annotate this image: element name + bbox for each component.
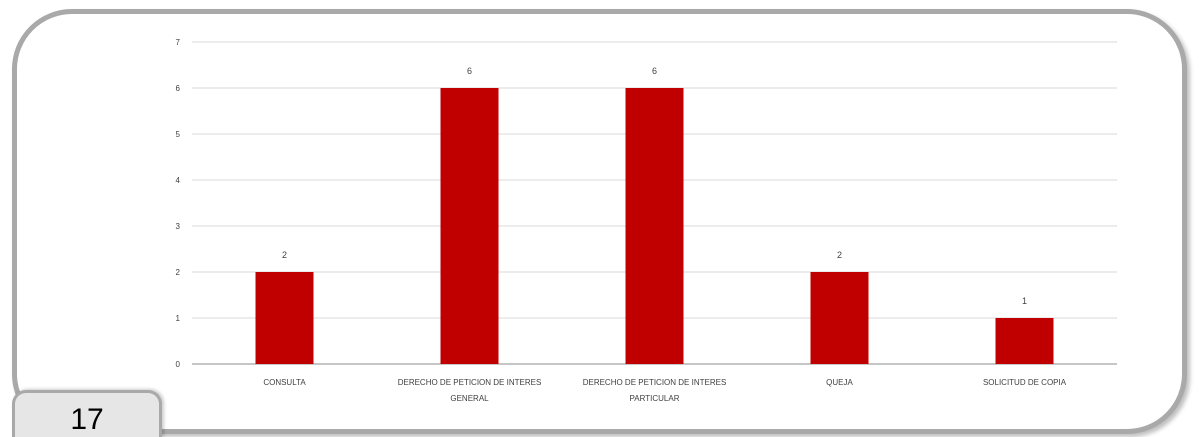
category-label-line: GENERAL	[450, 394, 489, 403]
data-label: 6	[652, 66, 657, 76]
slide-frame	[12, 9, 1187, 434]
y-axis-tick-labels: 0 1 2 3 4 5 6 7	[176, 38, 181, 369]
data-labels: 2 6 6 2 1	[282, 66, 1027, 306]
category-label-line: QUEJA	[826, 378, 853, 387]
category-label-line: SOLICITUD DE COPIA	[983, 378, 1067, 387]
page-number: 17	[70, 403, 104, 436]
y-tick-label: 1	[176, 314, 181, 323]
category-label-line: DERECHO DE PETICION DE INTERES	[398, 378, 542, 387]
category-label: CONSULTA	[263, 378, 306, 387]
bars	[255, 88, 1054, 364]
y-tick-label: 2	[176, 268, 181, 277]
bar	[625, 88, 684, 364]
data-label: 2	[282, 250, 287, 260]
category-label-line: PARTICULAR	[630, 394, 680, 403]
x-axis-category-labels: CONSULTA DERECHO DE PETICION DE INTERES GE…	[263, 378, 1066, 403]
category-label: DERECHO DE PETICION DE INTERES PARTICULAR	[583, 378, 727, 403]
bar	[810, 272, 869, 364]
y-tick-label: 4	[176, 176, 181, 185]
y-tick-label: 3	[176, 222, 181, 231]
data-label: 2	[837, 250, 842, 260]
data-label: 1	[1022, 296, 1027, 306]
category-label-line: DERECHO DE PETICION DE INTERES	[583, 378, 727, 387]
category-label: QUEJA	[826, 378, 853, 387]
bar	[440, 88, 499, 364]
page-number-tab: 17	[12, 390, 162, 437]
y-tick-label: 7	[176, 38, 181, 47]
data-label: 6	[467, 66, 472, 76]
category-label: SOLICITUD DE COPIA	[983, 378, 1067, 387]
category-label: DERECHO DE PETICION DE INTERES GENERAL	[398, 378, 542, 403]
y-tick-label: 0	[176, 360, 181, 369]
y-tick-label: 5	[176, 130, 181, 139]
category-label-line: CONSULTA	[263, 378, 306, 387]
bar	[255, 272, 314, 364]
bar	[995, 318, 1054, 364]
y-tick-label: 6	[176, 84, 181, 93]
